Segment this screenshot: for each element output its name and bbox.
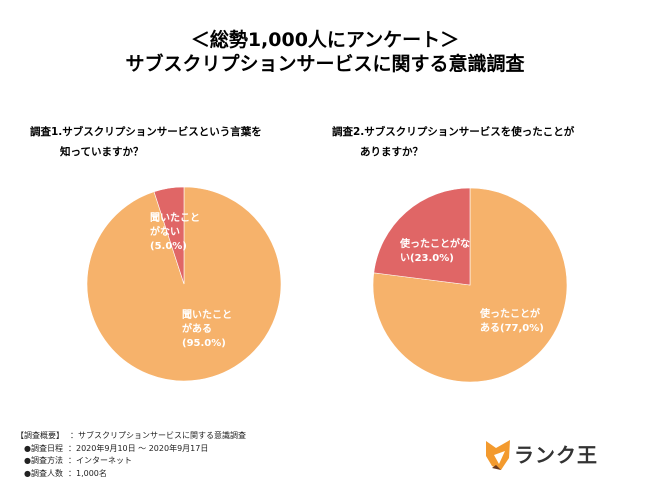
pie-slice-heard [86, 186, 282, 382]
page-title-line-1: ＜総勢1,000人にアンケート＞ [190, 29, 460, 51]
survey-item-label: ●調査日程 [24, 444, 63, 453]
survey-heading-label: 【調査概要】 [16, 431, 64, 440]
survey-item-value: ：インターネット [68, 456, 132, 465]
logo-wordmark: ランク王 [514, 443, 598, 467]
pie-slice-used-label: 使ったことが [479, 307, 541, 320]
pie-slice-not-heard-label: がない [150, 225, 180, 238]
chart-1-title-line-1: 調査1.サブスクリプションサービスという言葉を [30, 126, 262, 138]
survey-item-label: ●調査方法 [24, 456, 63, 465]
survey-item-value: ：1,000名 [68, 469, 107, 478]
survey-heading-value: ：サブスクリプションサービスに関する意識調査 [70, 431, 246, 440]
pie-slice-heard-label: がある [182, 322, 212, 335]
pie-slice-not-heard-label: (5.0%) [150, 241, 187, 252]
pie-slice-heard-label: (95.0%) [182, 338, 226, 349]
chart-2-title-line-2: ありますか？ [360, 146, 423, 158]
pie-slice-not-heard-label: 聞いたこと [150, 212, 200, 224]
pie-slice-heard-label: 聞いたこと [182, 309, 232, 321]
chart-2-title-line-1: 調査2.サブスクリプションサービスを使ったことが [332, 126, 575, 138]
pie-slice-not-used-label: い(23.0%) [400, 253, 454, 264]
pie-slice-not-heard [153, 186, 185, 285]
survey-item-value: ：2020年9月10日 ～ 2020年9月17日 [68, 444, 209, 453]
survey-item-label: ●調査人数 [24, 469, 63, 478]
pie-slice-used-label: ある(77,0%) [480, 321, 544, 334]
chart-1-title-line-2: 知っていますか？ [60, 146, 144, 158]
page-title-line-2: サブスクリプションサービスに関する意識調査 [125, 53, 525, 75]
pie-slice-not-used [373, 187, 471, 286]
fox-icon [486, 440, 510, 470]
pie-slice-not-used-label: 使ったことがな [399, 237, 470, 250]
